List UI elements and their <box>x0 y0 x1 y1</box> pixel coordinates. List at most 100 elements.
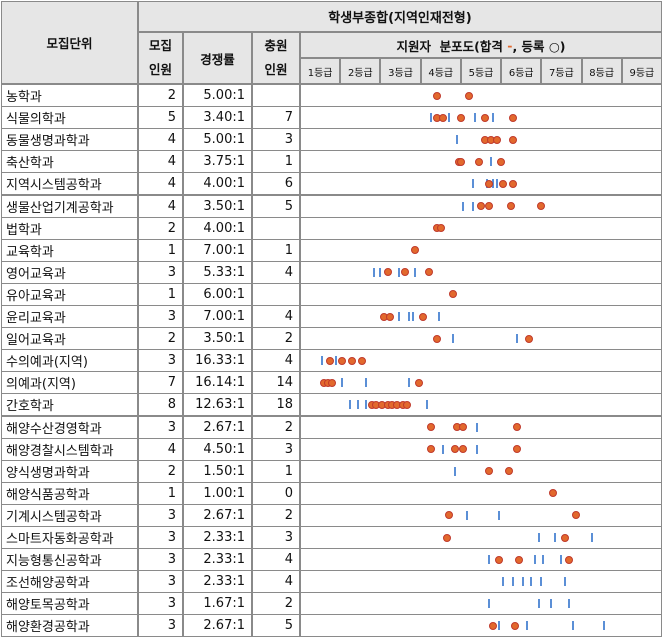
registered-mark <box>464 91 473 100</box>
distribution-cell <box>300 415 662 439</box>
pass-mark <box>498 510 501 520</box>
pass-mark <box>475 444 478 454</box>
pass-mark <box>475 422 478 432</box>
distribution-cell <box>300 327 662 351</box>
competition-ratio: 16.33:1 <box>183 349 252 373</box>
unit-name: 해양토목공학과 <box>1 592 138 616</box>
registered-mark <box>485 202 494 211</box>
registered-mark <box>561 533 570 542</box>
registered-mark <box>444 511 453 520</box>
pass-mark <box>357 400 360 410</box>
pass-mark <box>379 267 382 277</box>
competition-ratio: 2.33:1 <box>183 548 252 572</box>
unit-name: 윤리교육과 <box>1 305 138 329</box>
recruit-count: 3 <box>138 548 183 572</box>
unit-name: 법학과 <box>1 216 138 240</box>
fill-count: 2 <box>252 327 300 351</box>
registered-mark <box>509 179 518 188</box>
pass-mark <box>471 179 474 189</box>
competition-ratio: 2.33:1 <box>183 570 252 594</box>
registered-mark <box>450 445 459 454</box>
grade-header-6: 6등급 <box>501 58 542 84</box>
recruit-count: 1 <box>138 238 183 262</box>
distribution-cell <box>300 260 662 284</box>
competition-ratio: 5.00:1 <box>183 128 252 152</box>
unit-name: 생물산업기계공학과 <box>1 194 138 218</box>
unit-name: 간호학과 <box>1 393 138 417</box>
pass-mark <box>590 533 593 543</box>
recruit-count: 7 <box>138 371 183 395</box>
pass-mark <box>471 201 474 211</box>
section-header: 학생부종합(지역인재전형) <box>138 1 662 32</box>
pass-mark <box>560 555 563 565</box>
registered-mark <box>485 179 494 188</box>
registered-mark <box>400 268 409 277</box>
fill-count: 4 <box>252 305 300 329</box>
grade-header-1: 1등급 <box>300 58 341 84</box>
unit-name: 해양환경공학과 <box>1 614 138 637</box>
unit-name: 지역시스템공학과 <box>1 172 138 196</box>
registered-mark <box>338 356 347 365</box>
registered-mark <box>458 445 467 454</box>
unit-name: 수의예과(지역) <box>1 349 138 373</box>
recruit-count: 3 <box>138 592 183 616</box>
pass-mark <box>373 267 376 277</box>
pass-mark <box>335 356 338 366</box>
pass-mark <box>473 113 476 123</box>
grade-header-9: 9등급 <box>621 58 662 84</box>
recruit-count: 2 <box>138 459 183 483</box>
pass-mark <box>447 113 450 123</box>
competition-ratio: 2.67:1 <box>183 614 252 637</box>
fill-count: 4 <box>252 260 300 284</box>
distribution-cell <box>300 526 662 550</box>
registered-mark <box>328 378 337 387</box>
fill-count: 5 <box>252 194 300 218</box>
pass-mark <box>564 577 567 587</box>
competition-ratio: 12.63:1 <box>183 393 252 417</box>
competition-ratio: 2.67:1 <box>183 503 252 527</box>
registered-mark <box>426 445 435 454</box>
pass-mark <box>407 312 410 322</box>
pass-mark <box>397 312 400 322</box>
pass-mark <box>488 599 491 609</box>
distribution-cell <box>300 84 662 108</box>
unit-name: 기계시스템공학과 <box>1 503 138 527</box>
fill-count: 1 <box>252 238 300 262</box>
pass-mark <box>453 466 456 476</box>
registered-mark <box>358 356 367 365</box>
recruit-count: 4 <box>138 150 183 174</box>
registered-mark <box>565 555 574 564</box>
recruit-count: 3 <box>138 570 183 594</box>
registered-mark <box>507 202 516 211</box>
registered-mark <box>515 555 524 564</box>
pass-mark <box>540 577 543 587</box>
competition-ratio: 4.50:1 <box>183 437 252 461</box>
recruit-count: 5 <box>138 106 183 130</box>
registered-mark <box>326 356 335 365</box>
pass-mark <box>425 400 428 410</box>
registered-mark <box>571 511 580 520</box>
distribution-prefix: 지원자 분포도(합격 <box>396 38 508 54</box>
pass-mark <box>321 356 324 366</box>
grade-header-3: 3등급 <box>380 58 421 84</box>
unit-name: 영어교육과 <box>1 260 138 284</box>
unit-name: 교육학과 <box>1 238 138 262</box>
fill-count: 4 <box>252 349 300 373</box>
competition-ratio: 16.14:1 <box>183 371 252 395</box>
registered-mark <box>495 555 504 564</box>
registered-mark <box>489 621 498 630</box>
distribution-cell <box>300 371 662 395</box>
pass-mark <box>512 577 515 587</box>
recruit-count: 4 <box>138 194 183 218</box>
fill-count: 1 <box>252 459 300 483</box>
unit-name: 양식생명과학과 <box>1 459 138 483</box>
unit-name: 축산학과 <box>1 150 138 174</box>
fill-count: 7 <box>252 106 300 130</box>
distribution-cell <box>300 481 662 505</box>
competition-ratio: 2.67:1 <box>183 415 252 439</box>
pass-mark <box>365 400 368 410</box>
unit-name: 식물의학과 <box>1 106 138 130</box>
pass-mark <box>498 621 501 631</box>
unit-name: 동물생명과학과 <box>1 128 138 152</box>
pass-mark <box>526 621 529 631</box>
